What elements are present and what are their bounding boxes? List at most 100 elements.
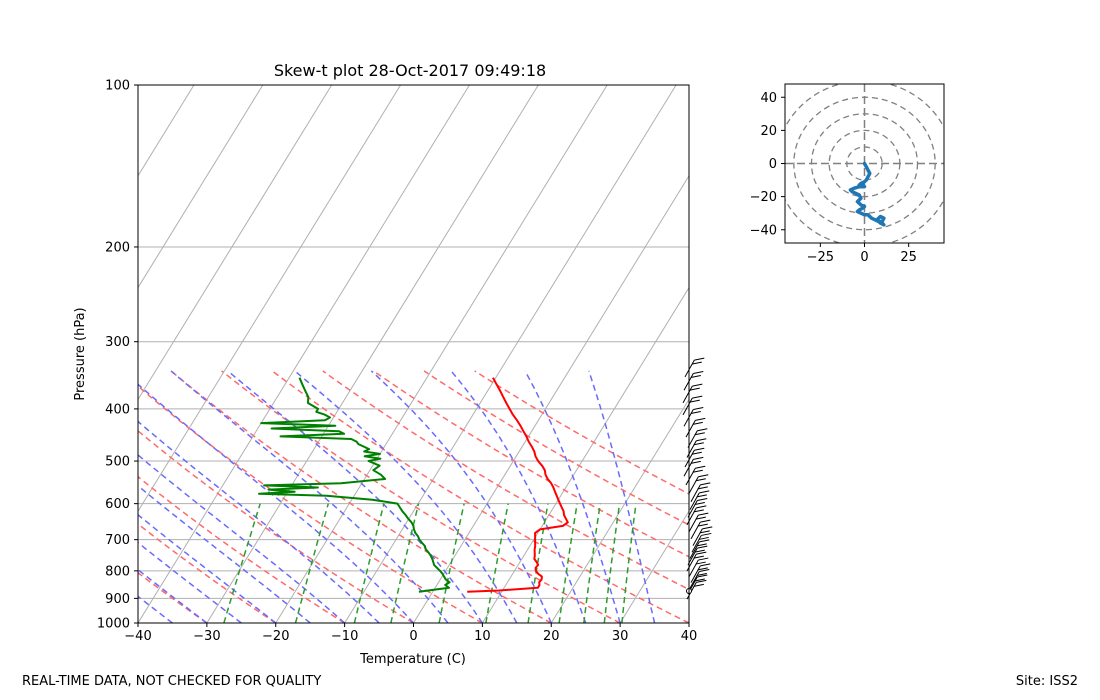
wind-barb-flag (693, 583, 704, 587)
hodograph-axes: −25 0 25 −40 −20 0 20 40 (750, 91, 917, 265)
isotherm-line (550, 398, 689, 623)
dry-adiabat (271, 370, 689, 623)
moist-adiabat (450, 370, 587, 623)
wind-barb-flag (689, 387, 700, 391)
wind-barb-staff (687, 430, 698, 448)
isotherm-line (413, 174, 689, 623)
isotherm-line (138, 85, 264, 289)
quality-disclaimer: REAL-TIME DATA, NOT CHECKED FOR QUALITY (22, 674, 322, 689)
wind-barb-staff (682, 385, 693, 404)
wind-barb-flag (695, 417, 706, 421)
mixing-ratio-line (294, 503, 330, 623)
isotherm-line (206, 85, 539, 623)
wind-barb-staff (688, 476, 699, 494)
mixing-ratio-line (438, 503, 465, 623)
hodograph-line (848, 161, 886, 227)
wind-barb-flag (700, 482, 711, 486)
hodo-y-tick-label: 0 (769, 157, 777, 172)
wind-barb (687, 428, 708, 448)
wind-barb-staff (690, 521, 701, 540)
wind-barb-flag (694, 578, 705, 582)
wind-barb-flag (698, 512, 709, 516)
wind-barb-flag (697, 486, 708, 490)
wind-barb (688, 557, 709, 578)
wind-barb-staff (691, 535, 702, 553)
wind-barb-flag (697, 428, 708, 432)
isotherm-line (138, 85, 333, 401)
hodo-x-tick-label: −25 (807, 250, 834, 265)
site-label: Site: ISS2 (1015, 674, 1078, 689)
wind-barb-staff (687, 500, 698, 518)
moist-adiabat (138, 513, 277, 623)
isotherm-line (481, 286, 689, 623)
hodo-y-tick-label: −40 (750, 223, 777, 238)
temperature-line (467, 377, 569, 593)
moist-adiabat (227, 370, 484, 623)
wind-barb-flag (694, 357, 705, 361)
moist-adiabat (294, 370, 518, 623)
mixing-ratio-line (621, 503, 637, 623)
wind-barb-flag (693, 456, 704, 460)
moist-adiabat (138, 454, 346, 623)
mixing-ratio-line (603, 503, 621, 623)
x-tick-label: −10 (331, 629, 358, 644)
wind-barb-flag (696, 543, 707, 547)
wind-barb-flag (697, 567, 708, 571)
wind-barb-flag (696, 551, 707, 555)
isotherm-line (688, 622, 689, 623)
hodo-y-tick-label: 20 (760, 124, 777, 139)
wind-barb (689, 539, 710, 559)
wind-barb-flag (690, 411, 701, 414)
wind-barb-flag (695, 478, 706, 482)
wind-barb-flag (697, 574, 708, 578)
wind-barb-flag (691, 361, 702, 365)
dry-adiabat (372, 370, 689, 558)
x-tick-label: 20 (543, 629, 560, 644)
wind-barb-staff (687, 547, 698, 566)
wind-barb (685, 465, 706, 486)
wind-barb-flag (693, 407, 704, 410)
y-tick-label: 700 (105, 533, 130, 548)
mixing-ratio-line (223, 503, 261, 623)
wind-barb-staff (689, 571, 700, 589)
skew-t-plot-frame (137, 84, 690, 624)
y-tick-label: 900 (105, 592, 130, 607)
wind-barb-flag (698, 557, 709, 561)
sounding-series (258, 377, 569, 593)
wind-barb-flag (694, 432, 705, 436)
wind-barb-flag (702, 526, 713, 530)
wind-barb-flag (700, 519, 711, 523)
y-tick-label: 1000 (97, 617, 130, 632)
x-tick-label: −30 (193, 629, 220, 644)
wind-barb-flag (692, 421, 703, 425)
moist-adiabat (588, 370, 656, 623)
moist-adiabat (138, 383, 415, 623)
wind-barb-flag (693, 509, 704, 513)
y-tick-label: 500 (105, 455, 130, 470)
wind-barb-flag (695, 516, 706, 520)
wind-barb (690, 563, 711, 583)
hodo-x-tick-label: 0 (860, 250, 868, 265)
dry-adiabat (138, 475, 345, 623)
dry-adiabat (138, 385, 483, 623)
wind-barb-flag (695, 465, 706, 469)
isotherm-line (138, 85, 470, 623)
wind-barb-flag (694, 447, 705, 451)
dry-adiabat (170, 370, 552, 623)
hodo-y-tick-label: −20 (750, 190, 777, 205)
wind-barb (687, 498, 708, 518)
x-tick-label: 40 (681, 629, 698, 644)
moist-adiabat (138, 420, 380, 623)
wind-barb-flag (693, 442, 704, 446)
wind-barb-flag (696, 494, 707, 498)
wind-barb-flag (696, 505, 707, 509)
wind-barb (687, 545, 708, 566)
wind-barb (682, 395, 703, 416)
wind-barb-flag (699, 568, 710, 572)
wind-barb-flag (695, 561, 706, 565)
wind-barb-flag (699, 539, 710, 543)
y-tick-label: 100 (105, 79, 130, 94)
wind-barb-flag (697, 498, 708, 501)
wind-barb-flag (692, 383, 703, 387)
